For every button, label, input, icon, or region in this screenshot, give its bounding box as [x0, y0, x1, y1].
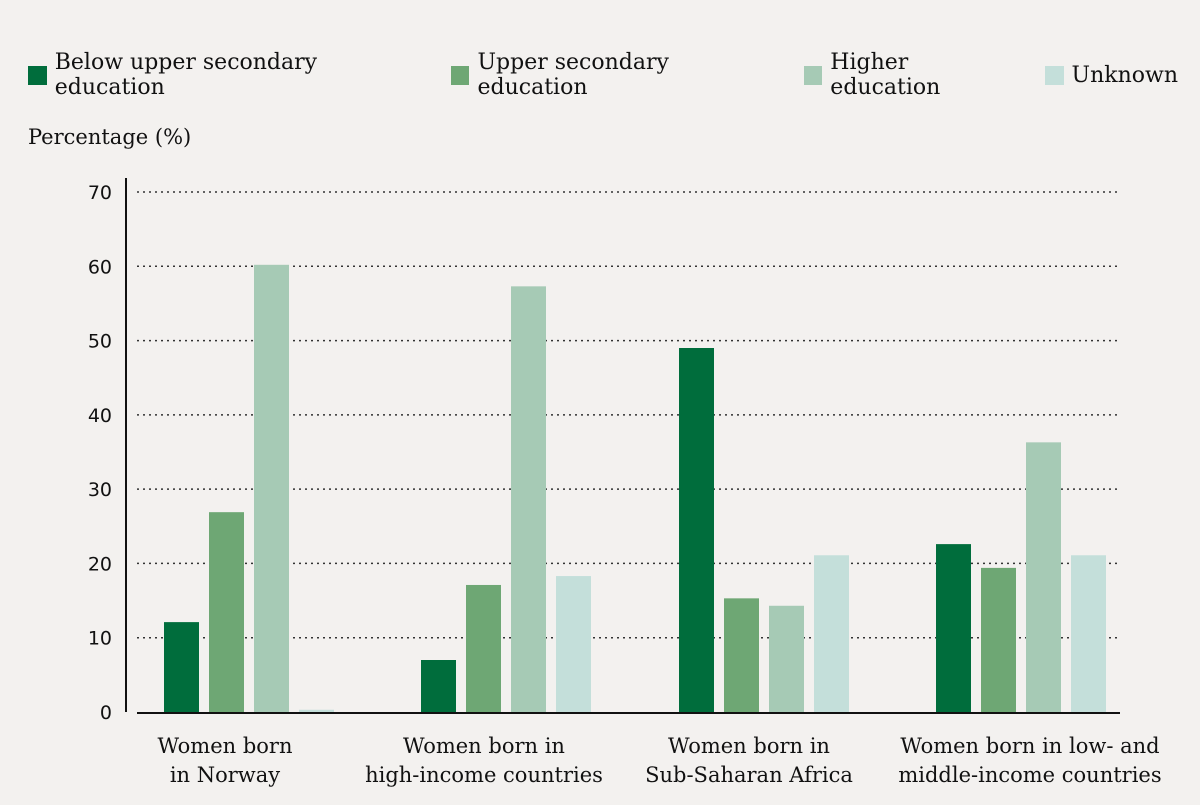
x-tick-label-line: high-income countries	[365, 763, 603, 787]
bar	[209, 512, 244, 712]
y-tick-label: 70	[88, 182, 112, 204]
legend-swatch	[1044, 65, 1064, 85]
y-tick-label: 30	[88, 479, 112, 501]
legend-label: Higher education	[830, 50, 941, 100]
x-tick-label-line: Women born	[157, 734, 293, 758]
bar	[299, 709, 334, 712]
bar	[981, 567, 1016, 712]
bar	[769, 605, 804, 712]
x-tick-label-line: middle-income countries	[898, 763, 1162, 787]
legend-swatch	[28, 65, 47, 85]
bar	[936, 544, 971, 712]
x-tick-label-line: in Norway	[169, 763, 281, 787]
bar	[679, 348, 714, 712]
legend-item: Below upper secondary education	[28, 50, 429, 100]
y-tick-label: 60	[88, 256, 112, 278]
y-tick-label: 40	[88, 405, 112, 427]
legend-item: Unknown	[1044, 50, 1178, 100]
bar	[1026, 442, 1061, 712]
x-tick-label-line: Women born in	[403, 734, 565, 758]
x-tick-label: Women born in Sub-Saharan Africa	[599, 732, 899, 790]
bar	[724, 598, 759, 712]
bar	[254, 264, 289, 712]
legend-label: Unknown	[1071, 62, 1178, 88]
bar	[814, 555, 849, 712]
legend-label: Below upper secondary education	[54, 50, 318, 100]
y-tick-label: 50	[88, 331, 112, 353]
x-tick-label: Women born in low- and middle-income coun…	[880, 732, 1180, 790]
x-tick-label: Women born in high-income countries	[334, 732, 634, 790]
legend-item: Higher education	[803, 50, 1023, 100]
bar	[556, 576, 591, 712]
x-tick-label-line: Women born in	[668, 734, 830, 758]
x-tick-label-line: Sub-Saharan Africa	[645, 763, 853, 787]
legend: Below upper secondary education Upper sec…	[28, 50, 1200, 100]
legend-label: Upper secondary education	[477, 50, 669, 100]
x-tick-label: Women born in Norway	[75, 732, 375, 790]
legend-swatch	[450, 65, 470, 85]
bar	[1071, 555, 1106, 712]
y-axis-label: Percentage (%)	[28, 125, 192, 149]
bar	[466, 584, 501, 712]
x-tick-label-line: Women born in low- and	[900, 734, 1160, 758]
bar	[421, 660, 456, 712]
legend-swatch	[803, 65, 823, 85]
legend-item: Upper secondary education	[450, 50, 782, 100]
bar	[164, 622, 199, 712]
y-tick-label: 0	[100, 702, 112, 724]
y-tick-label: 20	[88, 553, 112, 575]
bar	[511, 286, 546, 712]
y-tick-label: 10	[88, 628, 112, 650]
